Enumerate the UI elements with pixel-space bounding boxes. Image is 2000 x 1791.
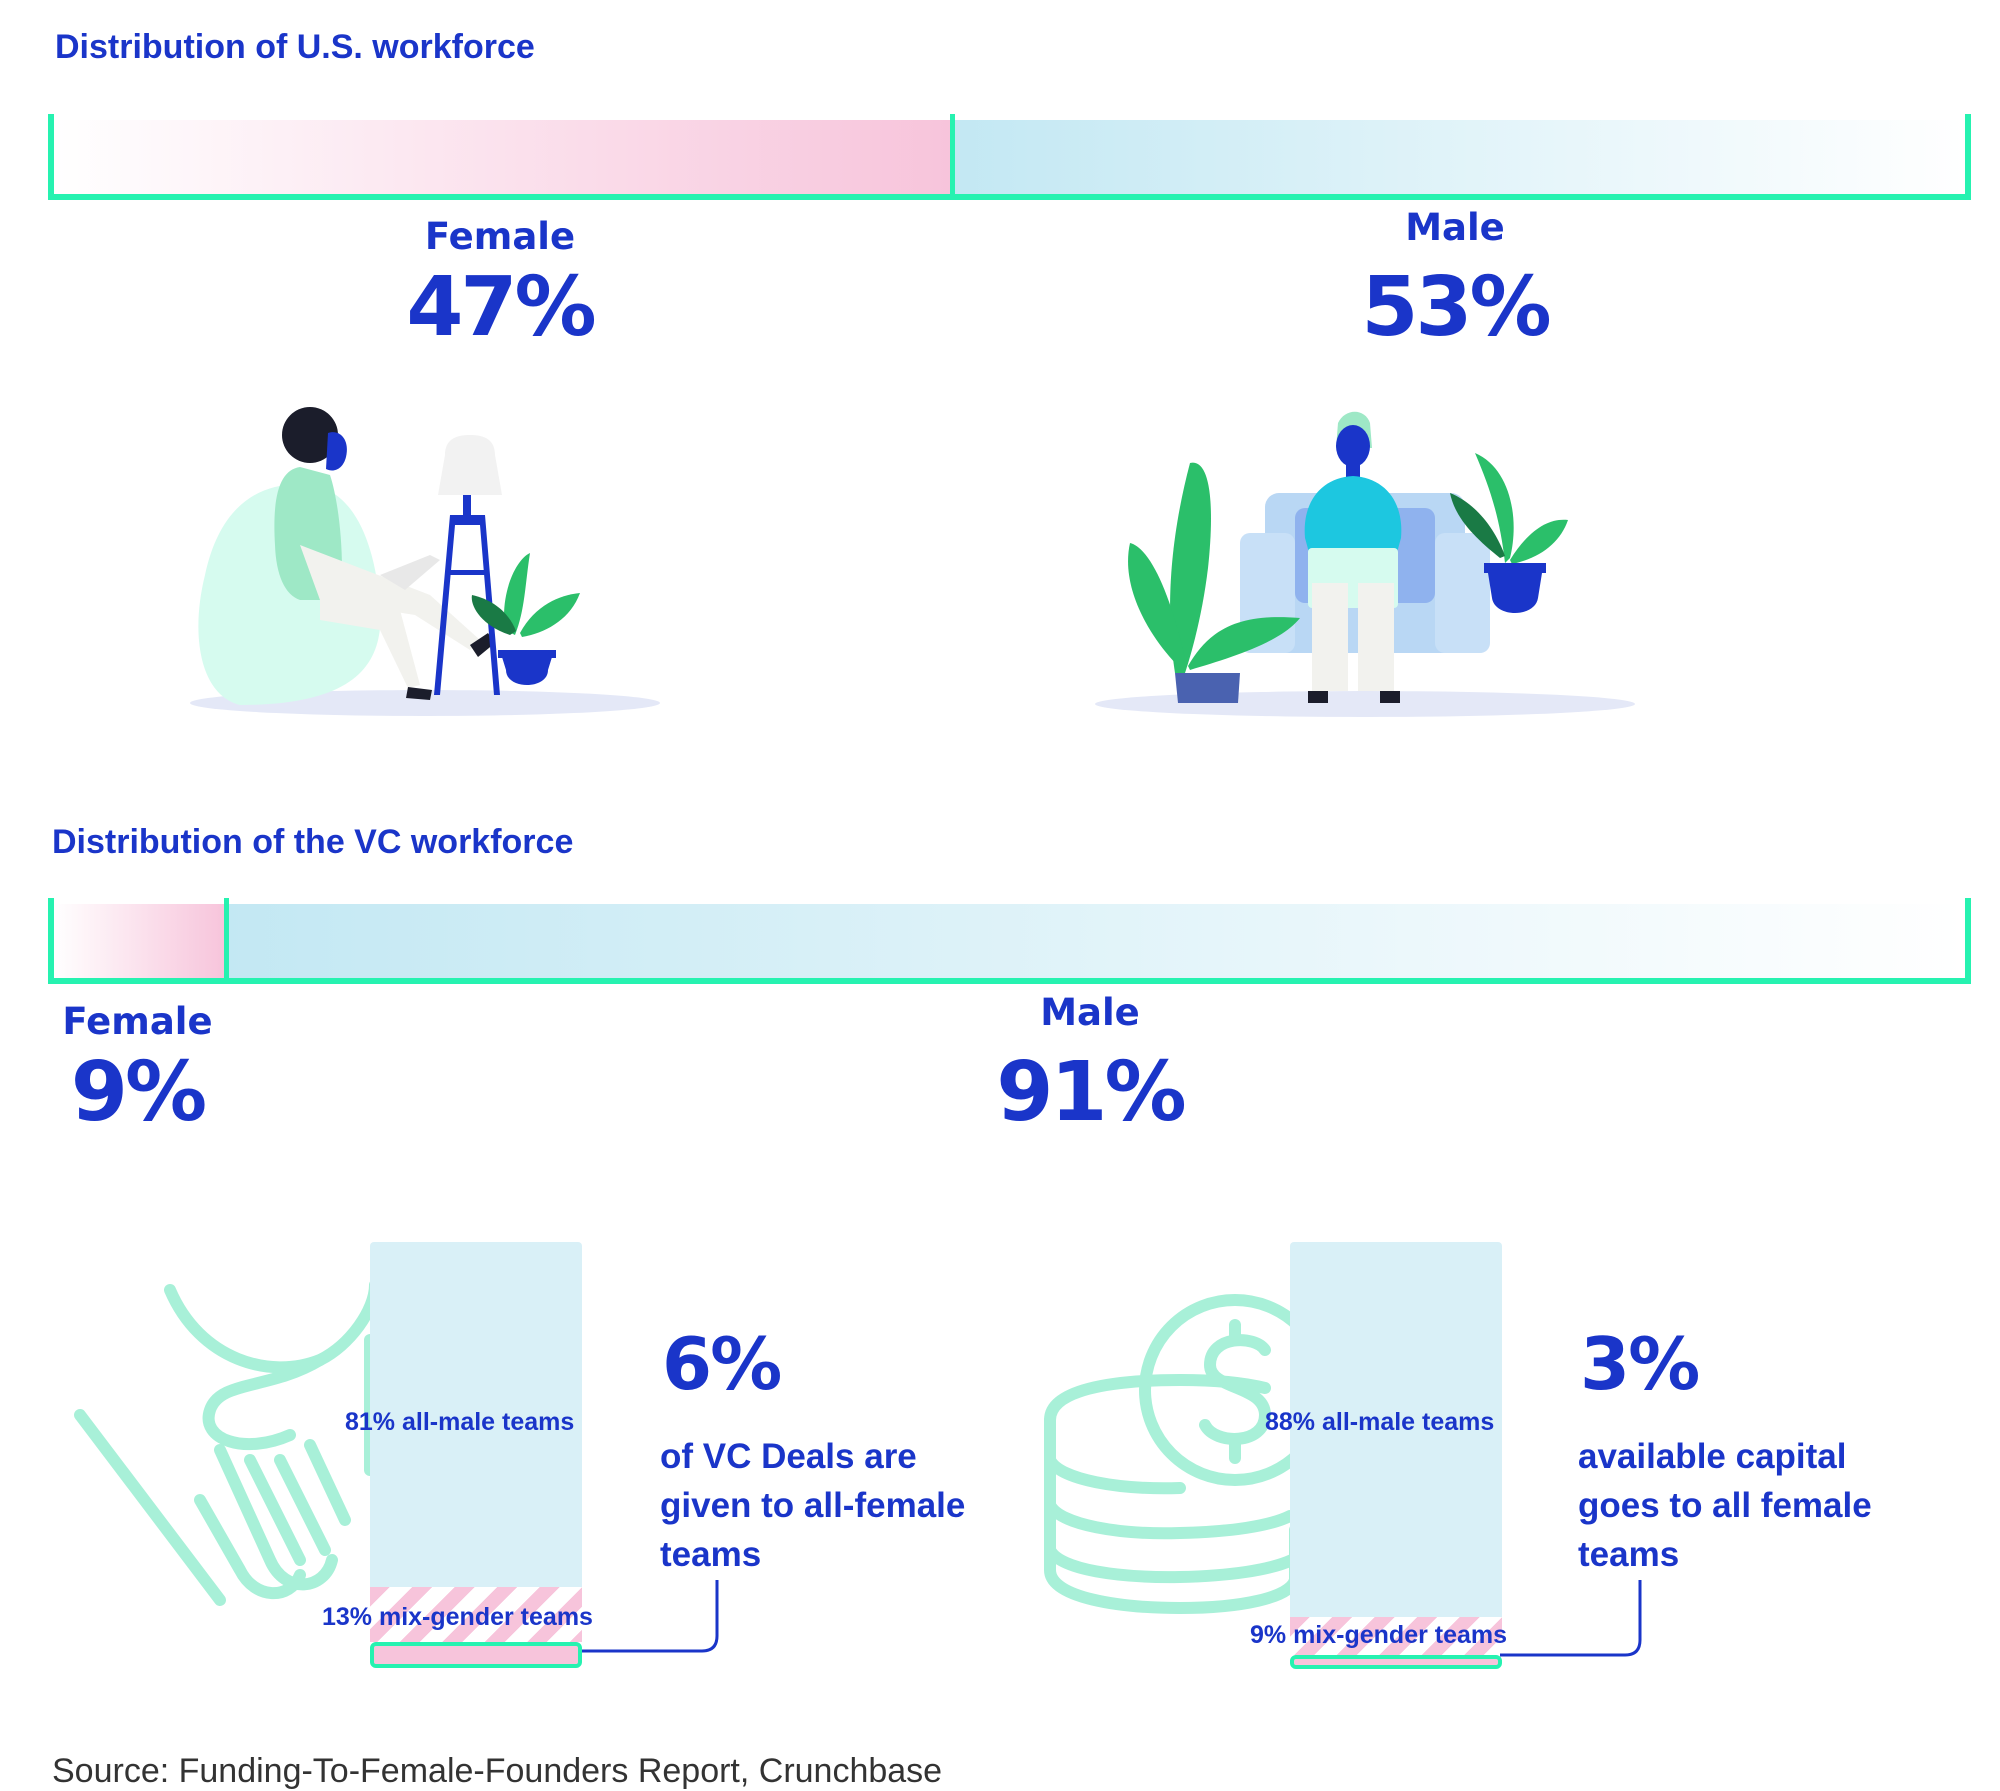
vc-distribution-bar	[48, 898, 1971, 984]
deals-stacked-bar	[370, 1242, 582, 1668]
vc-section-title: Distribution of the VC workforce	[52, 823, 574, 861]
handshake-icon	[74, 1279, 381, 1606]
capital-mix-gender-segment	[1290, 1616, 1502, 1656]
capital-all-male-label: 88% all-male teams	[1265, 1408, 1495, 1436]
woman-laptop-illustration	[190, 407, 660, 716]
vc-bar-divider	[223, 898, 229, 978]
capital-highlight-value: 3%	[1580, 1322, 1700, 1406]
capital-all-male-segment	[1290, 1242, 1502, 1617]
vc-female-label: Female	[62, 1000, 213, 1043]
capital-stacked-bar	[1290, 1242, 1502, 1670]
us-bar-divider	[950, 114, 956, 194]
deals-all-male-segment	[370, 1242, 582, 1588]
deals-all-female-segment	[370, 1642, 582, 1668]
man-laptop-illustration	[1095, 411, 1635, 717]
vc-male-segment	[225, 904, 1965, 978]
us-female-segment	[54, 120, 953, 194]
deals-mix-gender-label: 13% mix-gender teams	[322, 1603, 593, 1631]
us-male-segment	[952, 120, 1965, 194]
capital-all-female-segment	[1290, 1655, 1502, 1670]
us-male-value: 53%	[1361, 260, 1551, 355]
vc-female-value: 9%	[70, 1045, 207, 1140]
us-section-title: Distribution of U.S. workforce	[55, 28, 535, 66]
us-male-label: Male	[1405, 206, 1505, 249]
deals-mix-gender-segment	[370, 1587, 582, 1643]
source-note: Source: Funding-To-Female-Founders Repor…	[52, 1752, 943, 1790]
deals-highlight-value: 6%	[662, 1322, 782, 1406]
us-distribution-bar	[48, 114, 1971, 200]
vc-male-label: Male	[1040, 991, 1140, 1034]
capital-connector-line	[1500, 1580, 1642, 1657]
us-female-label: Female	[424, 215, 576, 258]
deals-connector-line	[582, 1580, 719, 1653]
capital-description: available capital goes to all female tea…	[1578, 1437, 1872, 1574]
vc-male-value: 91%	[996, 1045, 1186, 1140]
vc-female-segment	[54, 904, 226, 978]
capital-mix-gender-label: 9% mix-gender teams	[1250, 1621, 1508, 1649]
deals-description: of VC Deals are given to all-female team…	[660, 1437, 966, 1574]
us-female-value: 47%	[406, 260, 596, 355]
deals-all-male-label: 81% all-male teams	[345, 1408, 575, 1436]
